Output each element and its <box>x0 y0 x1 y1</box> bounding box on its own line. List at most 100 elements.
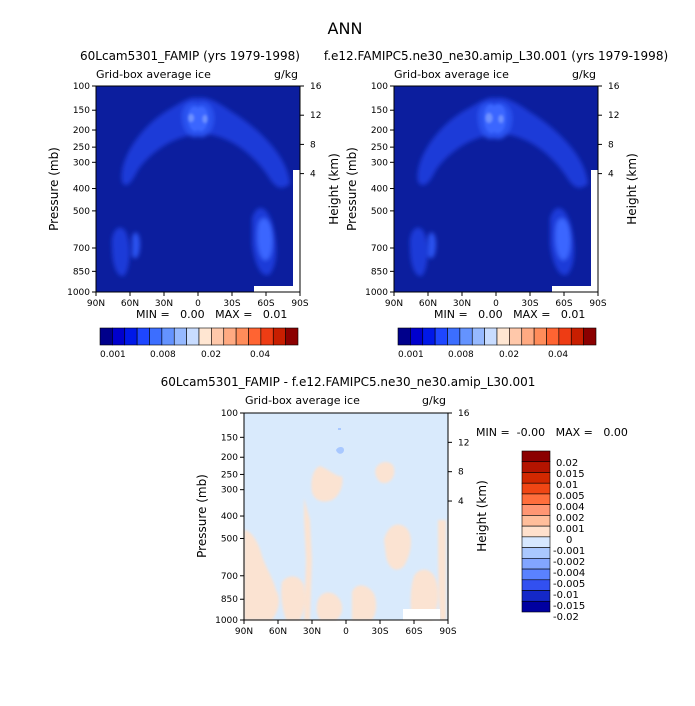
y-tick-label: 200 <box>371 126 388 136</box>
panel-variable: Grid-box average ice <box>96 68 211 81</box>
colorbar-label: 0.001 <box>100 350 126 360</box>
x-tick-label: 60S <box>555 299 572 309</box>
diff-negative-region <box>336 447 344 454</box>
y-tick-label: 850 <box>221 595 238 605</box>
diff-positive-region <box>384 524 411 570</box>
y2-axis-label: Height (km) <box>327 153 341 224</box>
y2-tick-label: 16 <box>608 82 620 92</box>
colorbar-swatch <box>521 536 551 548</box>
x-tick-label: 90N <box>235 627 253 637</box>
colorbar-swatch <box>173 327 187 346</box>
y-tick-label: 500 <box>73 207 90 217</box>
colorbar-swatch <box>521 547 551 559</box>
contour-band-nh-core <box>257 218 273 261</box>
contour-band-sh-core <box>132 232 140 259</box>
diff-positive-region <box>316 592 343 620</box>
diff-positive-region <box>244 530 279 620</box>
colorbar-swatch <box>112 327 126 346</box>
y-tick-label: 250 <box>371 143 388 153</box>
colorbar-swatch <box>459 327 473 346</box>
min-max-label: MIN = 0.00 MAX = 0.01 <box>434 308 585 321</box>
panel-title: 60Lcam5301_FAMIP - f.e12.FAMIPC5.ne30_ne… <box>161 375 536 389</box>
y2-tick-label: 8 <box>458 468 464 478</box>
colorbar-labels: 0.02 0.015 0.01 0.005 0.004 0.002 0.001 … <box>553 458 585 623</box>
panel-reference: f.e12.FAMIPC5.ne30_ne30.amip_L30.001 (yr… <box>324 49 668 360</box>
colorbar-swatch <box>149 327 163 346</box>
contour-band-outer <box>417 97 588 188</box>
colorbar-swatch <box>285 327 299 346</box>
y2-tick-label: 16 <box>458 409 470 419</box>
y2-tick-label: 4 <box>458 497 464 507</box>
panel-units: g/kg <box>572 68 596 81</box>
diff-positive-region <box>438 520 446 620</box>
panel-control: 60Lcam5301_FAMIP (yrs 1979-1998) Grid-bo… <box>47 49 341 360</box>
colorbar-swatch <box>570 327 584 346</box>
contour-band-peak <box>485 113 493 123</box>
x-tick-label: 90S <box>439 627 456 637</box>
colorbar-swatch <box>533 327 547 346</box>
colorbar-swatch <box>124 327 138 346</box>
y-tick-label: 400 <box>371 185 388 195</box>
contour-band-sh-core <box>428 232 436 259</box>
y-tick-label: 150 <box>371 106 388 116</box>
colorbar-swatch <box>521 568 551 581</box>
contour-field <box>393 85 599 293</box>
colorbar <box>99 327 299 346</box>
colorbar-swatch <box>235 327 249 346</box>
contour-band-inner <box>484 104 506 134</box>
contour-field <box>95 85 301 293</box>
colorbar-swatch <box>546 327 560 346</box>
colorbar-swatch <box>509 327 523 346</box>
contour-band-peak <box>202 115 208 123</box>
y2-tick-label: 8 <box>608 140 614 150</box>
colorbar-swatch <box>521 504 551 516</box>
y-tick-label: 700 <box>221 572 238 582</box>
colorbar-label: 0.004 <box>556 502 585 513</box>
x-tick-label: 90N <box>87 299 105 309</box>
colorbar-swatch <box>272 327 286 346</box>
contour-band-nh-core <box>555 218 571 261</box>
colorbar <box>521 450 551 613</box>
y-tick-label: 200 <box>73 126 90 136</box>
y-tick-label: 200 <box>221 453 238 463</box>
panel-variable: Grid-box average ice <box>394 68 509 81</box>
x-tick-label: 30N <box>155 299 173 309</box>
x-tick-label: 30N <box>303 627 321 637</box>
diff-positive-region <box>304 498 312 620</box>
y-tick-label: 150 <box>221 433 238 443</box>
colorbar-label: 0.015 <box>556 469 585 480</box>
y-tick-label: 400 <box>73 185 90 195</box>
y-tick-label: 500 <box>371 207 388 217</box>
colorbar-label: 0.04 <box>250 350 270 360</box>
colorbar-swatch <box>99 327 113 346</box>
y-tick-label: 850 <box>371 267 388 277</box>
colorbar-swatch <box>521 515 551 527</box>
y-tick-label: 100 <box>371 82 388 92</box>
colorbar-label: 0.001 <box>556 524 585 535</box>
y-tick-label: 150 <box>73 106 90 116</box>
colorbar-label: 0.001 <box>398 350 424 360</box>
min-max-label: MIN = -0.00 MAX = 0.00 <box>476 426 628 439</box>
colorbar-label: 0.005 <box>556 491 585 502</box>
colorbar-swatch <box>136 327 150 346</box>
contour-band-inner <box>188 106 208 132</box>
colorbar-label: 0.04 <box>548 350 568 360</box>
x-tick-label: 60N <box>121 299 139 309</box>
colorbar-swatch <box>521 472 551 484</box>
colorbar-label: 0.02 <box>499 350 519 360</box>
y-tick-label: 700 <box>371 244 388 254</box>
y-tick-label: 500 <box>221 534 238 544</box>
diff-positive-region <box>311 466 343 502</box>
colorbar-swatch <box>397 327 411 346</box>
panel-title: f.e12.FAMIPC5.ne30_ne30.amip_L30.001 (yr… <box>324 49 668 63</box>
colorbar-label: 0.008 <box>150 350 176 360</box>
y2-tick-label: 12 <box>310 111 321 121</box>
y-tick-label: 700 <box>73 244 90 254</box>
colorbar-label: 0.02 <box>556 458 578 469</box>
y-axis-label: Pressure (mb) <box>195 474 209 558</box>
x-tick-label: 0 <box>343 627 349 637</box>
colorbar-swatch <box>521 327 535 346</box>
y2-tick-label: 8 <box>310 140 316 150</box>
x-tick-label: 30N <box>453 299 471 309</box>
colorbar-swatch <box>161 327 175 346</box>
